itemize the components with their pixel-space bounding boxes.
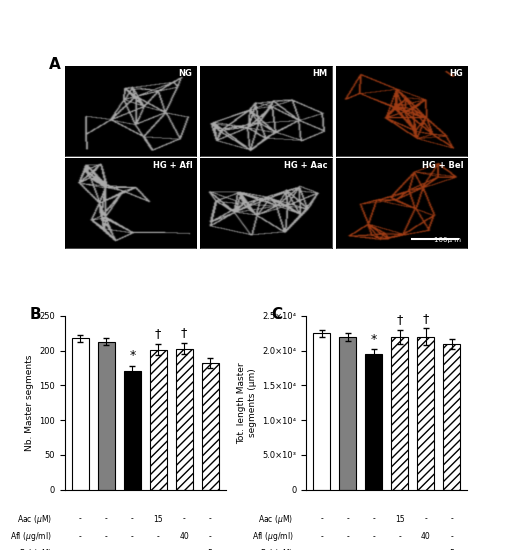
- Text: -: -: [79, 549, 82, 550]
- Text: HG + Bel: HG + Bel: [421, 161, 463, 170]
- Text: HG + Afl: HG + Afl: [153, 161, 193, 170]
- Text: 5: 5: [208, 549, 213, 550]
- Bar: [124, 371, 141, 490]
- Bar: [98, 342, 115, 490]
- Text: -: -: [346, 549, 349, 550]
- Text: -: -: [105, 549, 108, 550]
- Text: HG: HG: [449, 69, 463, 78]
- Bar: [339, 337, 356, 490]
- Text: †: †: [181, 326, 187, 339]
- Bar: [313, 333, 330, 490]
- Y-axis label: Tot. length Master
segments (μm): Tot. length Master segments (μm): [237, 362, 257, 443]
- Text: -: -: [131, 532, 134, 541]
- Y-axis label: Nb. Master segments: Nb. Master segments: [25, 355, 34, 451]
- Text: -: -: [346, 532, 349, 541]
- Text: -: -: [372, 514, 375, 524]
- Text: Bel ($\mu$M): Bel ($\mu$M): [19, 547, 52, 550]
- Text: *: *: [371, 333, 377, 346]
- Bar: [417, 337, 434, 490]
- Bar: [150, 350, 167, 490]
- Text: †: †: [422, 312, 429, 325]
- Text: -: -: [157, 532, 160, 541]
- Text: Aac ($\mu$M): Aac ($\mu$M): [258, 513, 293, 525]
- Bar: [176, 349, 193, 490]
- Text: †: †: [155, 327, 161, 340]
- Text: HM: HM: [312, 69, 328, 78]
- Text: -: -: [424, 549, 427, 550]
- Text: -: -: [79, 514, 82, 524]
- Text: -: -: [450, 514, 453, 524]
- Bar: [72, 338, 89, 490]
- Text: -: -: [209, 532, 212, 541]
- Text: -: -: [131, 514, 134, 524]
- Text: -: -: [372, 532, 375, 541]
- Text: NG: NG: [179, 69, 193, 78]
- Bar: [365, 354, 382, 490]
- Text: -: -: [372, 549, 375, 550]
- Text: 15: 15: [395, 514, 404, 524]
- Text: †: †: [397, 314, 403, 326]
- Text: A: A: [49, 57, 61, 72]
- Text: -: -: [450, 532, 453, 541]
- Text: -: -: [105, 532, 108, 541]
- Text: -: -: [105, 514, 108, 524]
- Text: -: -: [183, 514, 186, 524]
- Bar: [443, 344, 460, 490]
- Text: B: B: [30, 307, 41, 322]
- Text: 100μ m: 100μ m: [433, 237, 460, 243]
- Text: HG + Aac: HG + Aac: [284, 161, 328, 170]
- Text: -: -: [79, 532, 82, 541]
- Text: -: -: [183, 549, 186, 550]
- Text: 15: 15: [154, 514, 163, 524]
- Text: -: -: [131, 549, 134, 550]
- Text: C: C: [271, 307, 282, 322]
- Text: -: -: [398, 532, 401, 541]
- Bar: [202, 363, 218, 490]
- Bar: [391, 337, 408, 490]
- Text: -: -: [320, 532, 323, 541]
- Text: -: -: [157, 549, 160, 550]
- Text: -: -: [398, 549, 401, 550]
- Text: *: *: [129, 349, 135, 362]
- Text: 40: 40: [421, 532, 430, 541]
- Text: -: -: [209, 514, 212, 524]
- Text: 5: 5: [449, 549, 454, 550]
- Text: -: -: [320, 549, 323, 550]
- Text: Afl ($\mu$g/ml): Afl ($\mu$g/ml): [252, 530, 293, 543]
- Text: Aac ($\mu$M): Aac ($\mu$M): [17, 513, 52, 525]
- Text: Bel ($\mu$M): Bel ($\mu$M): [260, 547, 293, 550]
- Text: 40: 40: [180, 532, 189, 541]
- Text: -: -: [320, 514, 323, 524]
- Text: -: -: [346, 514, 349, 524]
- Text: -: -: [424, 514, 427, 524]
- Text: Afl ($\mu$g/ml): Afl ($\mu$g/ml): [10, 530, 52, 543]
